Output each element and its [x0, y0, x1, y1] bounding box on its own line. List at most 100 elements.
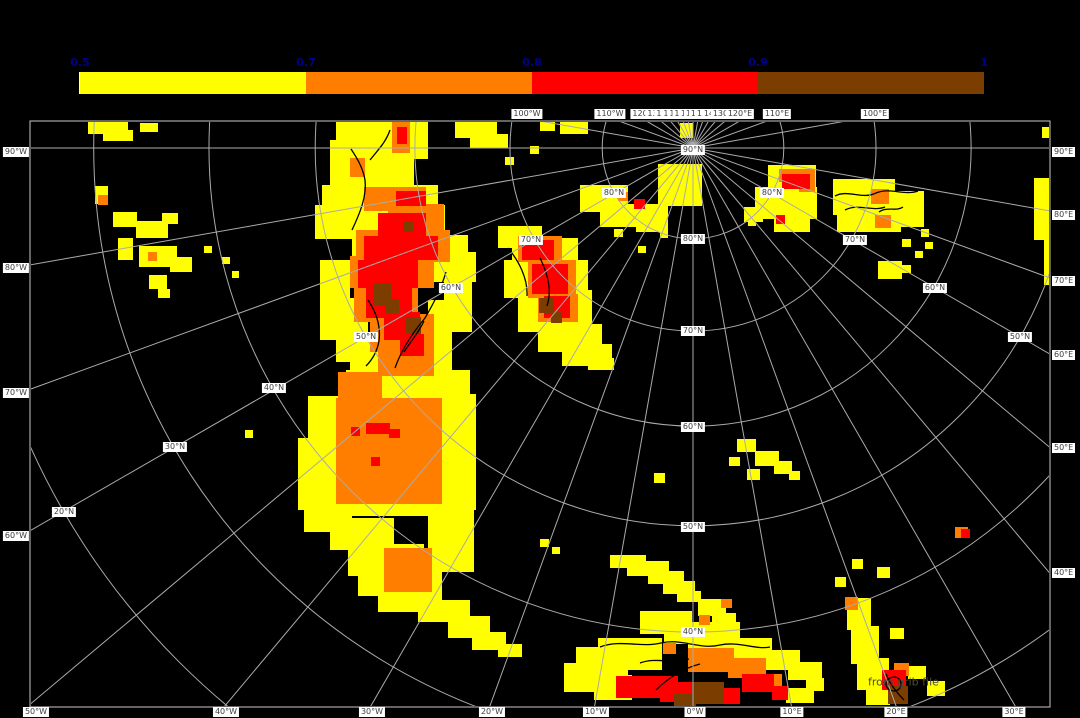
- meridian-line: [692, 122, 740, 149]
- map-cell-y: [472, 632, 506, 650]
- map-cell-y: [158, 289, 170, 298]
- map-cell-y: [530, 146, 539, 154]
- map-cell-y: [786, 688, 814, 703]
- meridian-line: [692, 122, 766, 149]
- map-cell-o: [699, 615, 710, 625]
- coastline-path: [639, 658, 690, 664]
- meridian-line: [31, 147, 694, 531]
- meridian-line: [692, 147, 1049, 355]
- map-cell-y: [300, 482, 310, 491]
- coastline-path: [539, 257, 550, 307]
- map-cell-y: [806, 678, 824, 691]
- meridian-line: [692, 122, 699, 149]
- coastline-path: [835, 158, 858, 163]
- map-cell-y: [927, 681, 945, 696]
- meridian-line: [692, 122, 703, 149]
- map-cell-r: [397, 127, 407, 144]
- map-cell-y: [789, 471, 800, 480]
- meridian-line: [31, 147, 694, 390]
- map-cell-r: [522, 240, 554, 260]
- coastline-path: [885, 673, 905, 701]
- map-cell-y: [788, 662, 822, 680]
- meridian-line: [692, 122, 716, 149]
- map-cell-r: [396, 191, 426, 206]
- map-cell-y: [925, 242, 933, 249]
- map-cell-y: [118, 238, 133, 260]
- map-cell-y: [878, 261, 902, 279]
- map-cell-y: [902, 239, 911, 247]
- meridian-line: [692, 147, 1016, 706]
- map-cell-y: [748, 219, 756, 226]
- map-cell-o: [350, 158, 365, 177]
- map-cell-b: [551, 312, 562, 323]
- map-cell-y: [663, 581, 695, 594]
- meridian-line: [692, 147, 897, 706]
- map-cell-y: [1044, 233, 1049, 285]
- map-cell-o: [384, 548, 432, 592]
- map-cell-y: [902, 265, 911, 273]
- map-cell-y: [866, 686, 890, 705]
- map-cell-r: [371, 457, 380, 466]
- map-cell-y: [1042, 127, 1049, 138]
- meridian-line: [224, 147, 694, 706]
- map-cell-b: [386, 299, 399, 314]
- meridian-line: [692, 147, 1049, 448]
- map-cell-r: [961, 529, 970, 538]
- map-cell-y: [204, 246, 212, 253]
- meridian-line: [370, 147, 694, 706]
- map-cell-y: [755, 451, 779, 466]
- coastline-path: [403, 320, 425, 353]
- map-cell-y: [908, 666, 926, 679]
- map-cell-y: [470, 134, 508, 148]
- map-cell-y: [598, 638, 662, 670]
- map-cell-r: [378, 213, 426, 237]
- map-cell-y: [774, 461, 792, 474]
- coastline-path: [844, 206, 886, 211]
- map-cell-y: [677, 591, 701, 602]
- map-cell-y: [915, 251, 923, 258]
- map-cell-y: [222, 257, 230, 264]
- map-cell-o: [688, 648, 734, 672]
- map-cell-o: [1056, 206, 1080, 226]
- map-cell-y: [149, 275, 167, 289]
- map-cell-b: [692, 682, 724, 704]
- map-cell-y: [505, 157, 514, 165]
- map-cell-o: [728, 658, 766, 678]
- map-cell-b: [406, 317, 421, 334]
- map-cell-y: [835, 577, 846, 587]
- meridian-line: [692, 147, 1049, 279]
- map-cell-r: [1058, 211, 1080, 222]
- map-cell-r: [742, 674, 774, 692]
- coastline-path: [655, 663, 701, 691]
- map-cell-y: [737, 439, 756, 452]
- map-cell-o: [336, 398, 442, 504]
- meridian-line: [692, 122, 725, 149]
- map-cell-y: [170, 257, 192, 272]
- map-cell-o: [148, 252, 157, 261]
- meridian-line: [31, 147, 694, 705]
- map-cell-o: [1062, 254, 1078, 269]
- meridian-line: [31, 147, 694, 266]
- meridian-line: [692, 147, 1049, 212]
- map-cell-y: [1050, 280, 1080, 328]
- coastline-path: [599, 641, 771, 649]
- map-cell-r: [400, 334, 424, 356]
- map-cell-o: [98, 195, 108, 205]
- map-cell-o: [618, 192, 628, 201]
- map-cell-y: [877, 567, 890, 578]
- map-cell-r: [634, 199, 645, 209]
- map-cell-r: [532, 264, 568, 294]
- map-cell-r: [782, 174, 810, 189]
- map-cell-y: [698, 599, 726, 616]
- meridian-line: [692, 122, 709, 149]
- map-cell-y: [747, 469, 760, 480]
- map-cell-y: [560, 122, 588, 134]
- map-cell-y: [638, 246, 646, 253]
- coastline-path: [365, 299, 381, 367]
- meridian-line: [692, 122, 844, 149]
- map-cell-r: [389, 429, 400, 438]
- map-cell-y: [113, 212, 137, 227]
